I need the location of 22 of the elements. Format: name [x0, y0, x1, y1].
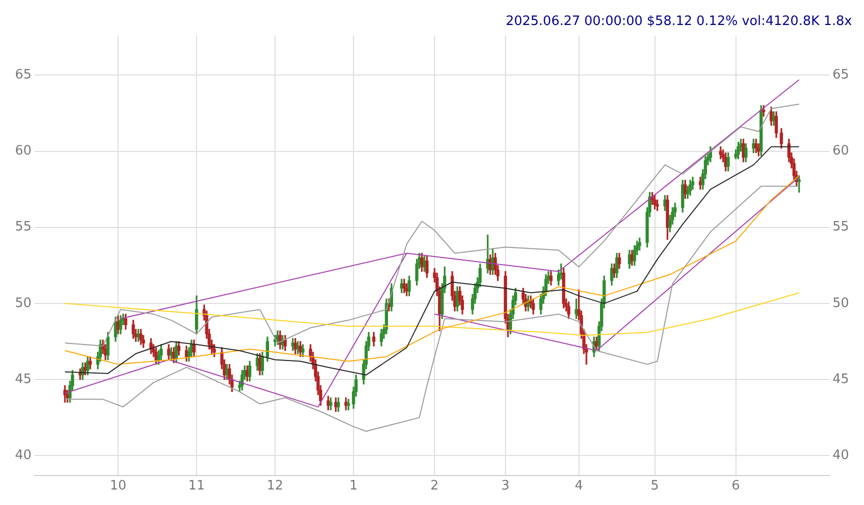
y-tick-label: 65	[14, 68, 32, 83]
y2-tick-label: 60	[832, 144, 850, 159]
x-tick-label: 10	[110, 478, 126, 494]
x-tick-label: 3	[501, 478, 510, 494]
x-tick-label: 1	[349, 478, 358, 494]
x-tick-label: 6	[732, 478, 740, 494]
x-tick-label: 11	[188, 478, 205, 494]
y2-tick-label: 50	[832, 296, 850, 311]
y2-tick-label: 45	[832, 372, 850, 387]
y2-tick-label: 65	[832, 68, 850, 83]
y-tick-label: 55	[14, 220, 32, 235]
y-tick-label: 50	[14, 296, 32, 311]
y2-tick-label: 55	[832, 220, 850, 235]
x-tick-label: 2	[430, 478, 439, 494]
x-tick-label: 12	[266, 478, 284, 494]
y2-tick-label: 40	[832, 448, 850, 463]
y-tick-label: 40	[14, 448, 32, 463]
y-tick-label: 60	[14, 144, 32, 159]
y-tick-label: 45	[14, 372, 32, 387]
chart-title: 2025.06.27 00:00:00 $58.12 0.12% vol:4120.8K 1.8x	[506, 14, 852, 30]
x-tick-label: 5	[650, 478, 659, 494]
x-tick-label: 4	[574, 478, 583, 494]
